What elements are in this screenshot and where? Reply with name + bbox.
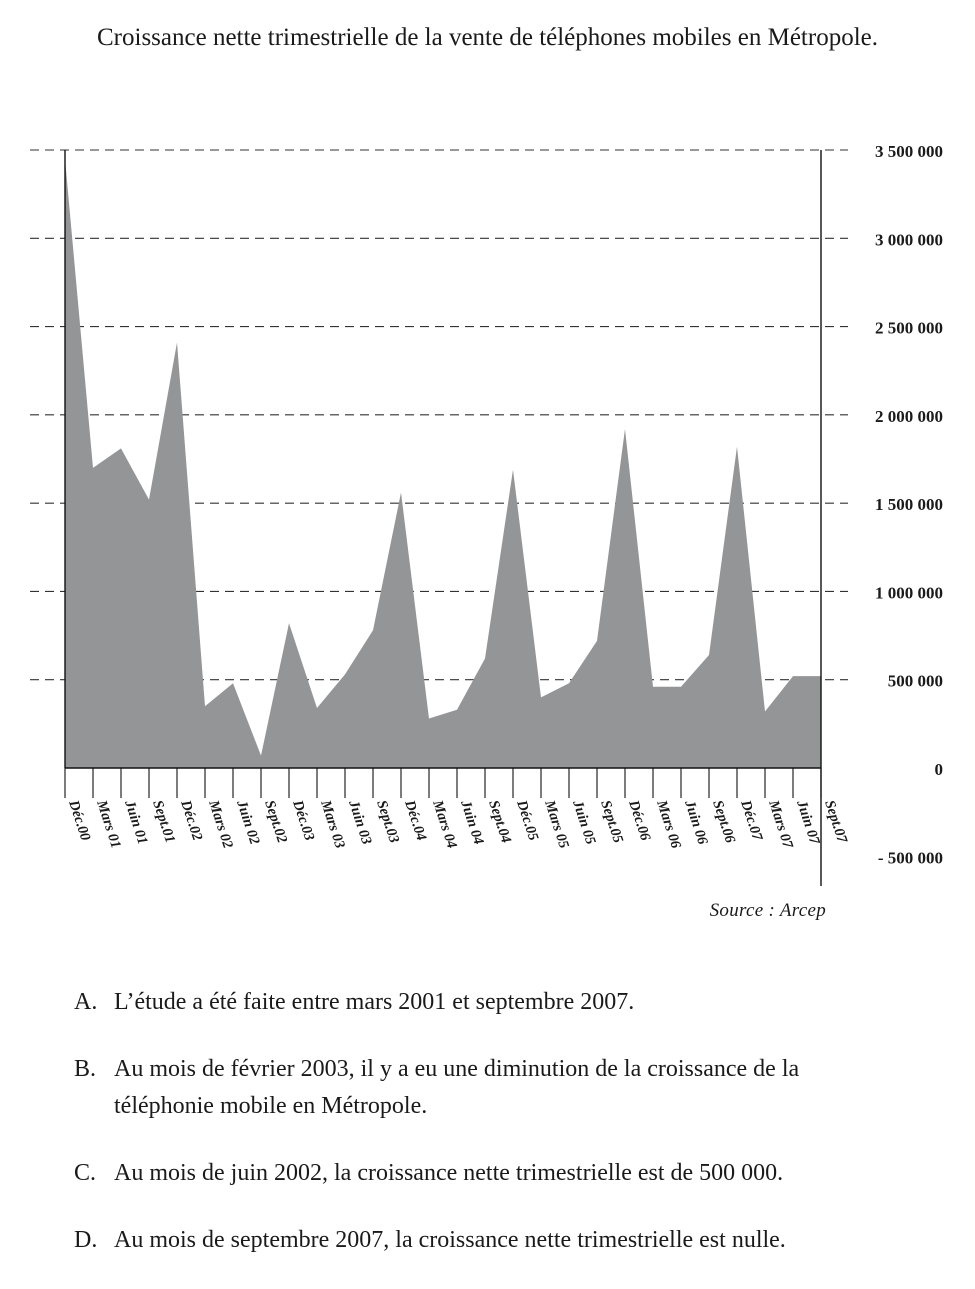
x-tick-label: Mars 06: [653, 797, 684, 851]
x-tick-label: Juin 07: [793, 797, 823, 847]
option-text: L’étude a été faite entre mars 2001 et s…: [114, 984, 954, 1021]
y-tick-label: 1 500 000: [875, 495, 943, 514]
x-tick-label: Sept.01: [149, 798, 178, 845]
x-tick-label: Juin 05: [569, 797, 599, 846]
x-tick-label: Juin 01: [121, 797, 151, 846]
y-tick-label: 3 000 000: [875, 230, 943, 249]
x-tick-label: Déc.05: [513, 797, 541, 842]
x-tick-label: Déc.04: [401, 797, 429, 842]
x-tick-label: Déc.03: [289, 797, 317, 842]
x-tick-label: Déc.00: [65, 797, 93, 842]
option-letter: A.: [74, 984, 114, 1021]
y-tick-label: 1 000 000: [875, 583, 943, 602]
option-d[interactable]: D. Au mois de septembre 2007, la croissa…: [74, 1222, 954, 1259]
option-text: Au mois de février 2003, il y a eu une d…: [114, 1051, 874, 1125]
y-tick-label: 500 000: [888, 672, 943, 691]
y-tick-label: 2 500 000: [875, 319, 943, 338]
x-tick-label: Mars 02: [205, 797, 236, 850]
x-tick-label: Juin 03: [345, 797, 375, 846]
option-text: Au mois de septembre 2007, la croissance…: [114, 1222, 954, 1259]
answer-options: A. L’étude a été faite entre mars 2001 e…: [74, 984, 954, 1289]
x-tick-label: Mars 04: [429, 797, 460, 850]
x-tick-label: Sept.03: [373, 798, 402, 845]
option-a[interactable]: A. L’étude a été faite entre mars 2001 e…: [74, 984, 954, 1021]
option-letter: B.: [74, 1051, 114, 1125]
x-tick-label: Déc.06: [625, 797, 654, 843]
x-tick-label: Sept.06: [709, 798, 738, 845]
option-b[interactable]: B. Au mois de février 2003, il y a eu un…: [74, 1051, 954, 1125]
y-tick-labels: 3 500 000 3 000 000 2 500 000 2 000 000 1 50…: [875, 142, 943, 867]
y-tick-label: - 500 000: [878, 848, 943, 867]
x-tick-label: Mars 07: [765, 797, 796, 851]
x-tick-label: Mars 01: [93, 797, 124, 850]
x-tick-label: Déc.07: [737, 797, 766, 843]
y-tick-label: 0: [935, 760, 944, 779]
x-tick-label: Mars 05: [541, 797, 572, 850]
x-tick-label: Sept.02: [261, 798, 290, 845]
x-tick-label: Juin 06: [681, 797, 711, 847]
x-tick-label: Sept.04: [485, 798, 514, 845]
y-tick-label: 3 500 000: [875, 142, 943, 161]
x-tick-label: Juin 04: [457, 797, 487, 846]
option-letter: D.: [74, 1222, 114, 1259]
option-text: Au mois de juin 2002, la croissance nett…: [114, 1155, 954, 1192]
x-tick-label: Juin 02: [233, 797, 263, 846]
x-tick-label: Sept.07: [821, 798, 850, 845]
option-c[interactable]: C. Au mois de juin 2002, la croissance n…: [74, 1155, 954, 1192]
x-tick-label: Sept.05: [597, 798, 626, 845]
option-letter: C.: [74, 1155, 114, 1192]
area-chart: 3 500 000 3 000 000 2 500 000 2 000 000 1 50…: [0, 0, 975, 940]
source-note: Source : Arcep: [710, 900, 826, 922]
x-tick-label: Mars 03: [317, 797, 348, 850]
data-area: [65, 159, 821, 768]
x-tick-label: Déc.02: [177, 797, 205, 842]
y-tick-label: 2 000 000: [875, 407, 943, 426]
data-area-series: [65, 159, 821, 768]
